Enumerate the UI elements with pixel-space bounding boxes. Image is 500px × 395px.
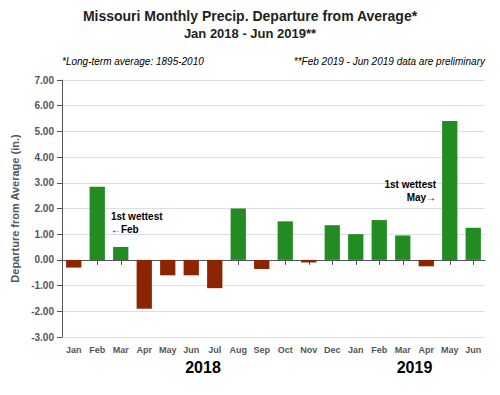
svg-text:-3.00: -3.00 <box>31 332 54 343</box>
svg-text:Jul: Jul <box>208 345 221 355</box>
svg-text:1.00: 1.00 <box>35 229 55 240</box>
svg-text:←Feb: ←Feb <box>111 224 139 235</box>
svg-text:May: May <box>441 345 459 355</box>
svg-text:Jan: Jan <box>348 345 364 355</box>
svg-text:**Feb 2019 - Jun 2019 data are: **Feb 2019 - Jun 2019 data are prelimina… <box>294 56 486 67</box>
svg-text:Missouri Monthly Precip. Depar: Missouri Monthly Precip. Departure from … <box>83 8 418 24</box>
svg-text:1st wettest: 1st wettest <box>384 179 436 190</box>
svg-text:Mar: Mar <box>113 345 130 355</box>
svg-text:Apr: Apr <box>419 345 435 355</box>
svg-text:Aug: Aug <box>230 345 248 355</box>
svg-text:Nov: Nov <box>300 345 317 355</box>
svg-text:2.00: 2.00 <box>35 203 55 214</box>
svg-text:2019: 2019 <box>397 359 433 376</box>
svg-text:Jun: Jun <box>183 345 199 355</box>
svg-text:Dec: Dec <box>324 345 341 355</box>
svg-text:Jun: Jun <box>465 345 481 355</box>
svg-text:5.00: 5.00 <box>35 126 55 137</box>
svg-text:4.00: 4.00 <box>35 152 55 163</box>
svg-text:Sep: Sep <box>253 345 270 355</box>
svg-text:Feb: Feb <box>89 345 106 355</box>
svg-text:2018: 2018 <box>185 359 221 376</box>
svg-text:May: May <box>159 345 177 355</box>
svg-text:May→: May→ <box>407 192 436 203</box>
svg-text:*Long-term average: 1895-2010: *Long-term average: 1895-2010 <box>62 56 204 67</box>
svg-text:6.00: 6.00 <box>35 100 55 111</box>
svg-text:3.00: 3.00 <box>35 177 55 188</box>
svg-text:Apr: Apr <box>137 345 153 355</box>
svg-text:-2.00: -2.00 <box>31 306 54 317</box>
svg-text:0.00: 0.00 <box>35 254 55 265</box>
svg-text:1st wettest: 1st wettest <box>111 211 163 222</box>
svg-text:Oct: Oct <box>278 345 293 355</box>
svg-text:Jan: Jan <box>66 345 82 355</box>
svg-text:Departure from Average (in.): Departure from Average (in.) <box>9 134 21 283</box>
svg-text:Jan 2018 - Jun 2019**: Jan 2018 - Jun 2019** <box>184 26 317 41</box>
svg-text:7.00: 7.00 <box>35 75 55 86</box>
svg-text:Mar: Mar <box>395 345 412 355</box>
svg-text:-1.00: -1.00 <box>31 280 54 291</box>
svg-text:Feb: Feb <box>371 345 388 355</box>
